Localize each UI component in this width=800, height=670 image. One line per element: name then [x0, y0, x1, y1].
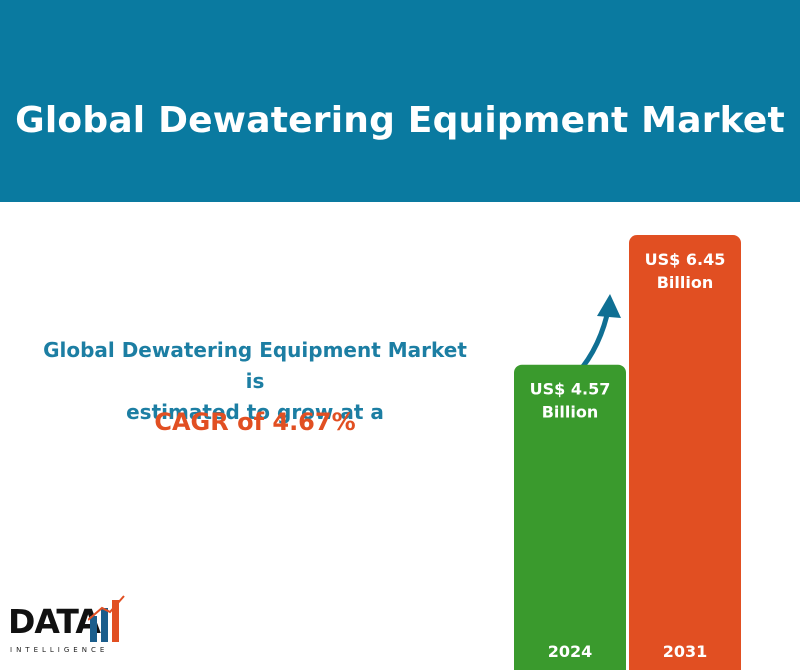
bar-value-label-2024: Billion — [542, 403, 599, 422]
page-title: Global Dewatering Equipment Market — [15, 100, 785, 141]
logo-wordmark: DATA — [8, 602, 101, 641]
bar-2031 — [629, 235, 741, 670]
bar-value-label-2031: Billion — [657, 273, 714, 292]
headline-line-2: estimated to grow at a — [126, 400, 384, 424]
bar-category-label-2024: 2024 — [548, 642, 593, 661]
logo-bars-icon — [88, 595, 125, 642]
growth-arrow-head — [597, 294, 621, 318]
bar-value-label-2024: US$ 4.57 — [530, 380, 611, 399]
bar-category-label-2031: 2031 — [663, 642, 708, 661]
bar-2024 — [514, 364, 626, 670]
bar-value-label-2031: US$ 6.45 — [645, 250, 726, 269]
headline-line-1: Global Dewatering Equipment Market is — [43, 338, 467, 393]
logo: DATA INTELLIGENCE — [8, 594, 128, 664]
header-banner: Global Dewatering Equipment Market — [0, 0, 800, 202]
logo-subtitle: INTELLIGENCE — [10, 646, 109, 654]
headline-text: Global Dewatering Equipment Market is es… — [40, 335, 470, 428]
cagr-text: CAGR of 4.67% — [154, 408, 356, 436]
